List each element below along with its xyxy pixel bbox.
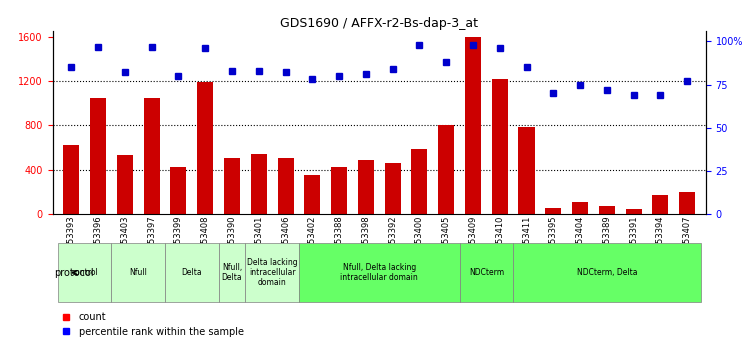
Text: GSM53391: GSM53391 [629,215,638,261]
Text: Nfull,
Delta: Nfull, Delta [222,263,243,282]
Bar [331,167,347,214]
Text: GSM53405: GSM53405 [442,215,451,261]
Bar [251,154,267,214]
Text: GSM53403: GSM53403 [120,215,129,261]
Bar [653,195,668,214]
Bar [198,82,213,214]
Text: GSM53396: GSM53396 [94,215,103,261]
Bar [90,98,106,214]
Text: NDCterm, Delta: NDCterm, Delta [577,268,637,277]
Bar [465,37,481,214]
Bar [385,163,401,214]
Text: GSM53400: GSM53400 [415,215,424,261]
Bar [143,98,160,214]
Bar [63,145,80,214]
FancyBboxPatch shape [299,243,460,302]
Text: GSM53406: GSM53406 [281,215,290,261]
Text: Nfull, Delta lacking
intracellular domain: Nfull, Delta lacking intracellular domai… [340,263,418,282]
Title: GDS1690 / AFFX-r2-Bs-dap-3_at: GDS1690 / AFFX-r2-Bs-dap-3_at [280,17,478,30]
Bar [224,158,240,214]
Bar [304,175,321,214]
Text: GSM53393: GSM53393 [67,215,76,261]
Bar [679,192,695,214]
Text: Delta lacking
intracellular
domain: Delta lacking intracellular domain [247,258,297,287]
Bar [412,148,427,214]
Text: GSM53389: GSM53389 [602,215,611,261]
Text: GSM53390: GSM53390 [228,215,237,261]
Text: GSM53404: GSM53404 [575,215,584,261]
Text: GSM53388: GSM53388 [335,215,344,261]
FancyBboxPatch shape [165,243,219,302]
Text: GSM53398: GSM53398 [361,215,370,261]
Text: control: control [71,268,98,277]
Bar [599,206,615,214]
Bar [438,125,454,214]
Text: GSM53410: GSM53410 [495,215,504,261]
Text: GSM53397: GSM53397 [147,215,156,261]
Text: GSM53411: GSM53411 [522,215,531,261]
Text: Nfull: Nfull [129,268,147,277]
Text: GSM53407: GSM53407 [683,215,692,261]
Text: GSM53392: GSM53392 [388,215,397,261]
Bar [117,155,133,214]
FancyBboxPatch shape [513,243,701,302]
Bar [170,167,186,214]
Text: NDCterm: NDCterm [469,268,504,277]
Text: GSM53409: GSM53409 [469,215,478,261]
Bar [572,202,588,214]
FancyBboxPatch shape [58,243,111,302]
Text: GSM53408: GSM53408 [201,215,210,261]
Bar [545,208,561,214]
FancyBboxPatch shape [460,243,513,302]
Text: Delta: Delta [182,268,202,277]
Bar [357,160,374,214]
FancyBboxPatch shape [219,243,246,302]
Bar [278,158,294,214]
Legend: count, percentile rank within the sample: count, percentile rank within the sample [57,308,248,341]
FancyBboxPatch shape [246,243,299,302]
Bar [626,209,641,214]
Text: GSM53402: GSM53402 [308,215,317,261]
Text: GSM53399: GSM53399 [174,215,183,261]
Bar [518,127,535,214]
Text: GSM53401: GSM53401 [255,215,264,261]
Text: protocol: protocol [54,268,94,277]
FancyBboxPatch shape [111,243,165,302]
Text: GSM53394: GSM53394 [656,215,665,261]
Text: GSM53395: GSM53395 [549,215,558,261]
Bar [492,79,508,214]
